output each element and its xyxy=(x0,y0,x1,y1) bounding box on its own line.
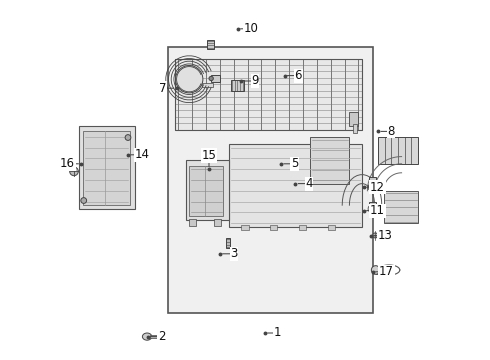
Ellipse shape xyxy=(175,66,203,93)
Text: 11: 11 xyxy=(370,204,385,217)
Text: 4: 4 xyxy=(305,177,313,190)
Bar xyxy=(215,219,221,226)
Bar xyxy=(328,225,335,230)
Text: 2: 2 xyxy=(158,330,165,343)
Bar xyxy=(299,225,306,230)
Bar xyxy=(270,225,277,230)
Bar xyxy=(231,80,245,91)
Bar xyxy=(378,137,418,164)
Bar xyxy=(175,59,362,130)
Bar xyxy=(226,238,230,248)
Bar xyxy=(189,166,223,216)
Bar xyxy=(149,335,159,338)
Bar xyxy=(376,266,389,274)
Bar xyxy=(384,191,418,223)
Bar xyxy=(310,137,349,184)
Bar xyxy=(207,40,214,49)
Ellipse shape xyxy=(125,135,131,140)
Text: 6: 6 xyxy=(294,69,302,82)
Ellipse shape xyxy=(143,333,152,340)
Ellipse shape xyxy=(81,198,87,203)
Text: 17: 17 xyxy=(379,265,394,278)
Text: 12: 12 xyxy=(370,181,385,194)
Text: 13: 13 xyxy=(377,229,392,242)
Ellipse shape xyxy=(70,167,78,176)
Bar xyxy=(189,219,196,226)
Text: 3: 3 xyxy=(230,247,238,260)
Bar xyxy=(79,126,135,209)
Bar xyxy=(369,202,376,212)
Ellipse shape xyxy=(209,76,213,81)
Bar xyxy=(202,83,213,87)
Text: 1: 1 xyxy=(273,327,281,339)
Bar xyxy=(175,59,362,130)
Bar xyxy=(83,131,130,205)
Bar xyxy=(369,177,376,191)
Text: 15: 15 xyxy=(201,149,217,162)
Text: 8: 8 xyxy=(387,125,394,138)
Bar xyxy=(353,124,357,133)
Bar xyxy=(229,144,362,227)
Text: 5: 5 xyxy=(291,157,298,170)
Ellipse shape xyxy=(371,266,380,274)
Ellipse shape xyxy=(373,233,378,238)
Text: 14: 14 xyxy=(134,148,149,161)
Text: 16: 16 xyxy=(60,157,75,170)
Bar xyxy=(211,75,220,82)
Bar xyxy=(349,112,358,126)
Text: 9: 9 xyxy=(251,75,259,87)
Text: 10: 10 xyxy=(244,22,259,35)
Text: 7: 7 xyxy=(159,82,167,95)
Bar xyxy=(242,225,248,230)
Bar xyxy=(186,160,229,220)
Bar xyxy=(168,47,373,313)
